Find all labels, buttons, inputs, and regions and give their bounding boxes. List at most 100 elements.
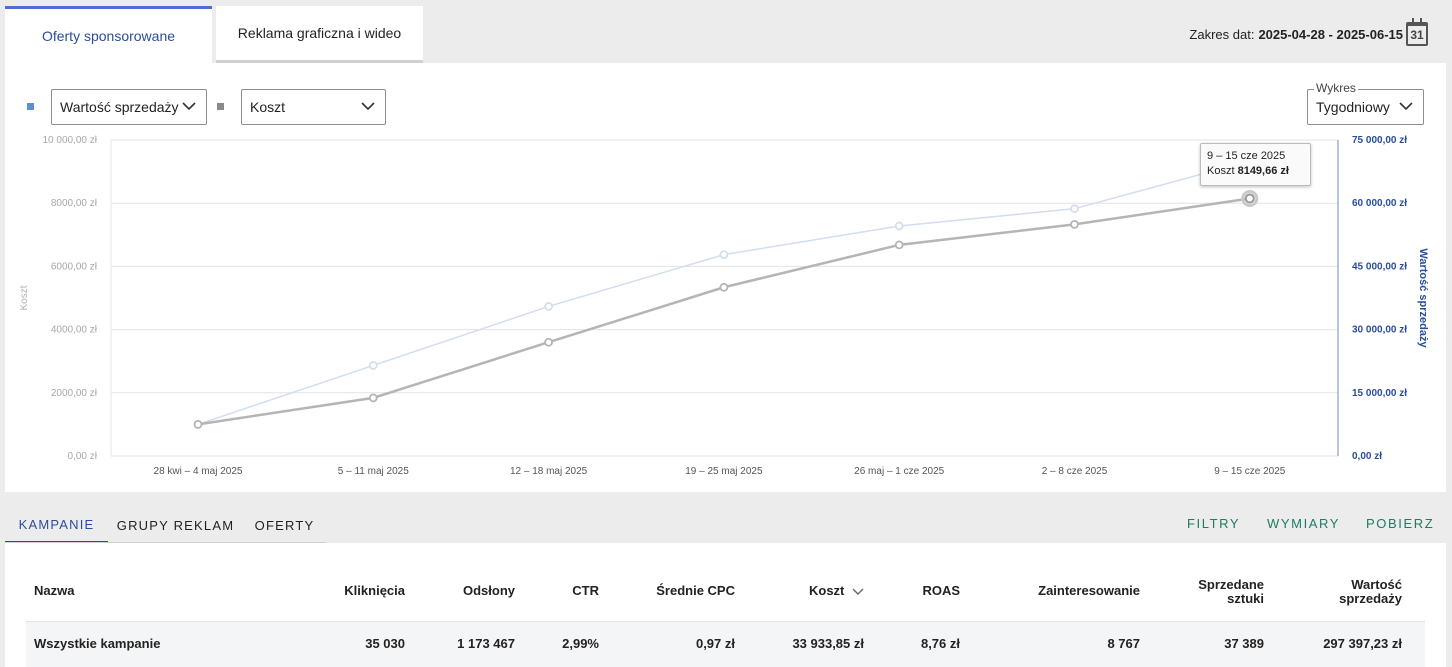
header-clicks[interactable]: Kliknięcia xyxy=(344,583,405,598)
header-name[interactable]: Nazwa xyxy=(34,583,75,598)
sort-desc-icon xyxy=(852,588,864,595)
chevron-down-icon xyxy=(1399,102,1413,111)
header-roas[interactable]: ROAS xyxy=(922,583,960,598)
tab-ad-groups-label: GRUPY REKLAM xyxy=(116,517,235,533)
y-tick-right: 75 000,00 zł xyxy=(1352,135,1407,146)
header-ctr[interactable]: CTR xyxy=(572,583,599,598)
cell-clicks: 35 030 xyxy=(365,636,405,651)
chart-tooltip: 9 – 15 cze 2025 Koszt 8149,66 zł xyxy=(1200,143,1311,186)
data-point-sales-value xyxy=(719,250,729,260)
cell-sales-value: 297 397,23 zł xyxy=(1323,636,1402,651)
header-units-sold-line1: Sprzedane xyxy=(1198,577,1264,592)
y-axis-title-left: Koszt xyxy=(19,285,30,310)
header-interest[interactable]: Zainteresowanie xyxy=(1038,583,1140,598)
y-axis-title-right: Wartość sprzedaży xyxy=(1417,248,1429,348)
metric1-select[interactable]: Wartość sprzedaży xyxy=(51,89,207,125)
data-point-cost xyxy=(894,240,904,250)
y-tick-left: 4000,00 zł xyxy=(51,325,98,336)
y-tick-left: 6000,00 zł xyxy=(51,261,98,272)
x-tick-label: 5 – 11 maj 2025 xyxy=(338,466,409,477)
download-button[interactable]: POBIERZ xyxy=(1366,516,1435,531)
cell-cost: 33 933,85 zł xyxy=(792,636,864,651)
metric2-select[interactable]: Koszt xyxy=(241,89,386,125)
y-tick-right: 30 000,00 zł xyxy=(1352,325,1407,336)
header-sales-value[interactable]: Wartość sprzedaży xyxy=(1339,578,1402,606)
metric1-select-value: Wartość sprzedaży xyxy=(60,99,179,115)
date-range-value: 2025-04-28 - 2025-06-15 xyxy=(1258,26,1403,42)
header-avg-cpc[interactable]: Średnie CPC xyxy=(656,583,735,598)
chevron-down-icon xyxy=(182,102,196,111)
header-cost[interactable]: Koszt xyxy=(809,584,864,598)
tab-campaigns-label: KAMPANIE xyxy=(18,516,95,532)
cell-units-sold: 37 389 xyxy=(1224,636,1264,651)
x-tick-label: 26 maj – 1 cze 2025 xyxy=(854,466,944,477)
cell-ctr: 2,99% xyxy=(562,636,599,651)
y-tick-right: 60 000,00 zł xyxy=(1352,198,1407,209)
tab-ad-groups[interactable]: GRUPY REKLAM xyxy=(108,507,243,543)
tabs-underline xyxy=(5,542,326,543)
y-tick-right: 0,00 zł xyxy=(1352,451,1382,462)
tab-offers[interactable]: OFERTY xyxy=(243,507,326,543)
header-cost-label: Koszt xyxy=(808,583,845,598)
calendar-icon-day: 31 xyxy=(1410,28,1424,42)
filters-button[interactable]: FILTRY xyxy=(1187,516,1241,531)
calendar-icon[interactable]: 31 xyxy=(1406,18,1428,46)
data-point-cost xyxy=(719,282,729,292)
tab-display-video[interactable]: Reklama graficzna i wideo xyxy=(216,6,423,63)
campaigns-table: Nazwa Kliknięcia Odsłony CTR Średnie CPC… xyxy=(5,543,1446,667)
header-impressions[interactable]: Odsłony xyxy=(462,583,515,598)
y-tick-left: 0,00 zł xyxy=(68,451,98,462)
highlight-point-ring xyxy=(1241,189,1259,207)
y-tick-left: 8000,00 zł xyxy=(51,198,98,209)
data-point-cost xyxy=(1070,219,1079,229)
header-sales-value-line1: Wartość xyxy=(1351,577,1402,592)
tooltip-value: 8149,66 zł xyxy=(1237,165,1289,177)
highlight-point xyxy=(1244,193,1255,204)
date-range: Zakres dat: 2025-04-28 - 2025-06-15 31 xyxy=(1189,18,1428,46)
tooltip-value-line: Koszt 8149,66 zł xyxy=(1207,164,1304,179)
metric2-select-value: Koszt xyxy=(250,99,286,115)
data-point-sales-value xyxy=(1070,204,1079,214)
data-point-sales-value xyxy=(544,302,553,311)
tab-sponsored-offers[interactable]: Oferty sponsorowane xyxy=(5,6,212,63)
header-sales-value-line2: sprzedaży xyxy=(1339,591,1402,606)
data-point-cost xyxy=(193,419,203,429)
y-tick-right: 15 000,00 zł xyxy=(1352,388,1407,399)
tab-display-video-label: Reklama graficzna i wideo xyxy=(237,25,402,41)
metric2-legend-square xyxy=(217,103,224,110)
chart-interval-label: Wykres xyxy=(1314,81,1358,95)
y-tick-right: 45 000,00 zł xyxy=(1352,261,1407,272)
tab-offers-label: OFERTY xyxy=(254,517,315,533)
data-point-cost xyxy=(544,337,553,347)
header-units-sold[interactable]: Sprzedane sztuki xyxy=(1198,578,1264,606)
series-line-sales-value xyxy=(197,160,1250,426)
chart-interval-select[interactable]: Wykres Tygodniowy xyxy=(1307,81,1424,125)
metric1-legend-square xyxy=(27,103,34,110)
cell-roas: 8,76 zł xyxy=(920,636,960,651)
dimensions-button[interactable]: WYMIARY xyxy=(1267,516,1341,531)
chart-panel: Wartość sprzedaży Koszt Wykres Tygodniow… xyxy=(5,63,1446,492)
table-row[interactable] xyxy=(26,621,1425,667)
date-range-label: Zakres dat: xyxy=(1189,26,1255,42)
data-point-cost xyxy=(368,393,378,403)
cell-impressions: 1 173 467 xyxy=(457,636,515,651)
tab-sponsored-offers-label: Oferty sponsorowane xyxy=(41,28,176,44)
x-tick-label: 2 – 8 cze 2025 xyxy=(1042,466,1108,477)
data-point-sales-value xyxy=(368,361,378,370)
series-line-cost xyxy=(197,197,1250,426)
x-tick-label: 19 – 25 maj 2025 xyxy=(685,466,763,477)
line-chart: 0,00 zł 2000,00 zł 4000,00 zł 6000,00 zł 800… xyxy=(19,135,1429,477)
cell-avg-cpc: 0,97 zł xyxy=(695,636,735,651)
cell-name: Wszystkie kampanie xyxy=(34,636,161,651)
tab-campaigns[interactable]: KAMPANIE xyxy=(5,507,108,543)
x-tick-label: 9 – 15 cze 2025 xyxy=(1214,466,1286,477)
chevron-down-icon xyxy=(361,102,375,111)
data-point-sales-value xyxy=(894,221,904,231)
x-tick-label: 12 – 18 maj 2025 xyxy=(510,466,588,477)
chart-interval-value: Tygodniowy xyxy=(1316,99,1390,115)
cell-interest: 8 767 xyxy=(1107,636,1140,651)
tooltip-label: Koszt xyxy=(1207,165,1235,177)
y-tick-left: 2000,00 zł xyxy=(51,388,98,399)
y-tick-left: 10 000,00 zł xyxy=(43,135,98,146)
header-units-sold-line2: sztuki xyxy=(1227,591,1264,606)
